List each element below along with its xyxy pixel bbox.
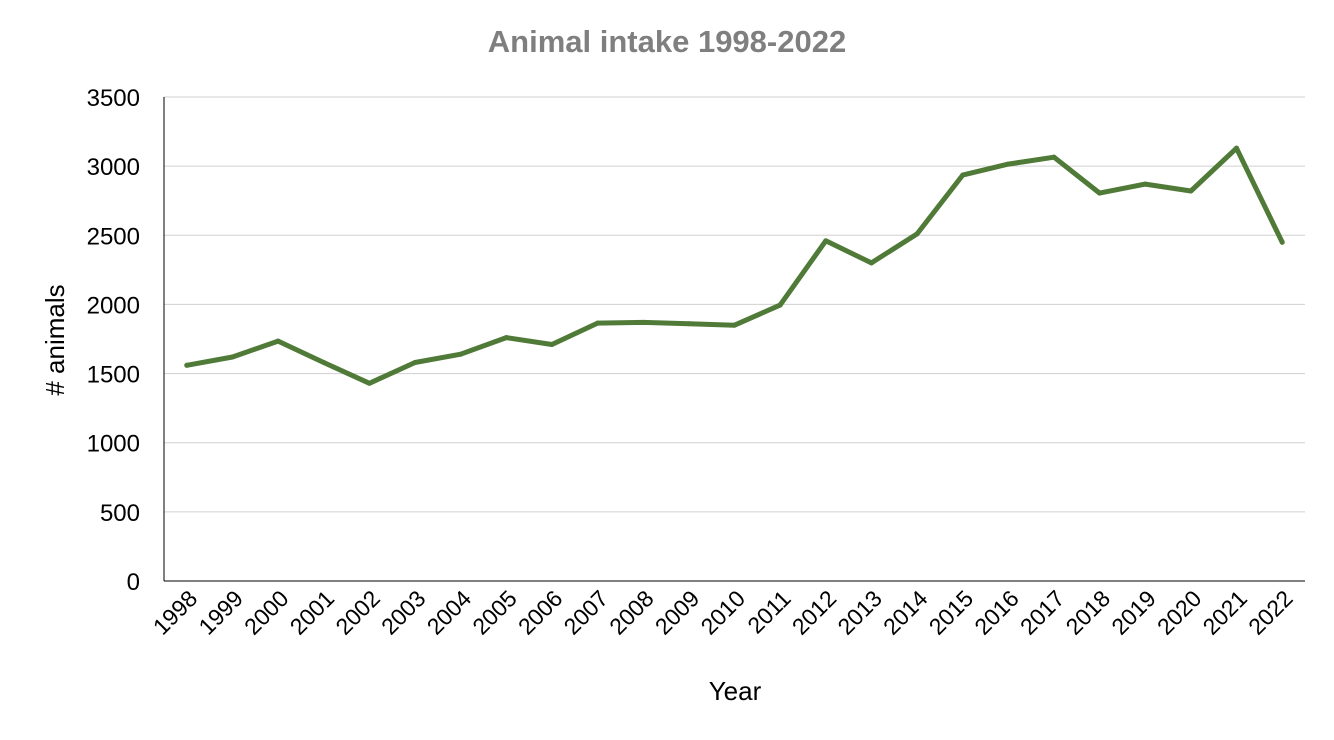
axes xyxy=(163,97,1305,582)
data-point xyxy=(1234,145,1240,151)
data-point xyxy=(184,362,190,368)
x-tick-label: 2009 xyxy=(650,585,705,640)
y-axis-title: # animals xyxy=(40,284,70,395)
x-tick-label: 2002 xyxy=(330,585,385,640)
x-tick-label: 2012 xyxy=(787,585,842,640)
gridlines xyxy=(164,96,1305,513)
data-point xyxy=(686,321,692,327)
data-point xyxy=(503,335,509,341)
y-tick-label: 500 xyxy=(100,500,140,527)
x-tick-label: 2006 xyxy=(513,585,568,640)
x-tick-label: 2001 xyxy=(285,585,340,640)
x-tick-label: 1998 xyxy=(148,585,203,640)
x-tick-label: 2017 xyxy=(1015,585,1070,640)
data-point xyxy=(960,172,966,178)
chart-title: Animal intake 1998-2022 xyxy=(487,24,847,59)
x-tick-label: 2004 xyxy=(422,585,477,640)
data-point xyxy=(549,342,555,348)
data-point xyxy=(1279,239,1285,245)
data-point xyxy=(777,302,783,308)
x-tick-label: 2015 xyxy=(924,585,979,640)
data-point xyxy=(229,354,235,360)
data-point xyxy=(275,338,281,344)
y-tick-label: 1000 xyxy=(87,431,140,458)
data-point xyxy=(868,260,874,266)
data-point xyxy=(1005,161,1011,167)
data-point xyxy=(914,231,920,237)
x-tick-label: 2013 xyxy=(832,585,887,640)
x-tick-label: 2003 xyxy=(376,585,431,640)
x-tick-label: 2000 xyxy=(239,585,294,640)
y-tick-label: 1500 xyxy=(87,362,140,389)
x-tick-labels: 1998199920002001200220032004200520062007… xyxy=(148,585,1298,640)
x-tick-label: 2021 xyxy=(1198,585,1253,640)
x-tick-label: 2007 xyxy=(559,585,614,640)
data-point xyxy=(321,360,327,366)
x-tick-label: 2018 xyxy=(1061,585,1116,640)
data-point xyxy=(1188,188,1194,194)
data-point xyxy=(640,319,646,325)
x-tick-label: 2016 xyxy=(969,585,1024,640)
x-axis-title: Year xyxy=(709,676,762,706)
x-tick-label: 2011 xyxy=(742,585,795,638)
y-tick-label: 0 xyxy=(127,569,140,596)
x-tick-label: 2008 xyxy=(604,585,659,640)
x-tick-label: 2010 xyxy=(695,585,750,640)
data-point xyxy=(412,360,418,366)
y-tick-label: 2000 xyxy=(87,292,140,319)
data-point xyxy=(595,320,601,326)
data-point xyxy=(823,238,829,244)
data-point xyxy=(1142,181,1148,187)
series-line xyxy=(184,145,1285,386)
x-tick-label: 1999 xyxy=(193,585,248,640)
data-point xyxy=(1051,154,1057,160)
data-point xyxy=(1097,190,1103,196)
x-tick-label: 2022 xyxy=(1243,585,1298,640)
series-layer xyxy=(184,145,1285,386)
x-tick-label: 2020 xyxy=(1152,585,1207,640)
data-point xyxy=(366,380,372,386)
x-tick-label: 2014 xyxy=(878,585,933,640)
x-tick-label: 2005 xyxy=(467,585,522,640)
y-tick-label: 2500 xyxy=(87,223,140,250)
data-point xyxy=(732,322,737,328)
y-tick-label: 3000 xyxy=(87,154,140,181)
data-point xyxy=(458,351,464,357)
y-tick-label: 3500 xyxy=(87,85,140,112)
y-tick-labels: 0 500 1000 1500 2000 2500 3000 3500 xyxy=(87,85,140,596)
x-tick-label: 2019 xyxy=(1106,585,1161,640)
